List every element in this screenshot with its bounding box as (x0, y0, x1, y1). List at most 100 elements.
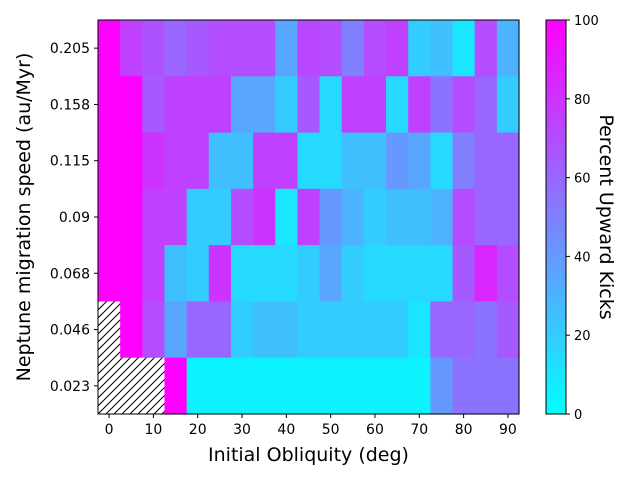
heatmap-cell (496, 245, 520, 303)
y-axis: 0.205 0.158 0.115 0.09 0.068 0.046 0.023 (50, 41, 98, 395)
heatmap-cell (408, 301, 431, 359)
heatmap-cell (297, 20, 321, 77)
heatmap-cell (208, 76, 232, 134)
heatmap-cell (186, 132, 210, 190)
heatmap-cell (341, 188, 365, 246)
heatmap-cell (164, 245, 188, 303)
heatmap-cell (275, 20, 299, 77)
heatmap-cell (142, 76, 166, 134)
x-tick-label: 40 (277, 422, 295, 438)
heatmap-cell (275, 357, 299, 415)
colorbar-tick-label: 100 (574, 14, 599, 29)
heatmap-cell (474, 132, 498, 190)
heatmap-cell (496, 132, 520, 190)
heatmap-cell (408, 132, 431, 190)
heatmap-cell (386, 20, 409, 77)
heatmap-cell (142, 245, 166, 303)
heatmap-cell (341, 245, 365, 303)
heatmap-cell (275, 188, 299, 246)
colorbar-tick-label: 20 (574, 329, 591, 344)
heatmap-cell-missing (120, 357, 143, 415)
heatmap-cell (430, 245, 454, 303)
heatmap-cell (142, 20, 166, 77)
heatmap-cell (230, 301, 254, 359)
heatmap-cell (120, 188, 143, 246)
heatmap-cell (341, 132, 365, 190)
heatmap-cell (496, 76, 520, 134)
x-tick-label: 30 (233, 422, 251, 438)
heatmap-cell (496, 301, 520, 359)
heatmap-cell (120, 132, 143, 190)
x-axis: 0 10 20 30 40 50 60 70 80 90 (105, 414, 517, 438)
heatmap-cell (408, 76, 431, 134)
heatmap-cell-missing (98, 357, 121, 415)
heatmap-cell (253, 245, 276, 303)
heatmap-cell (120, 76, 143, 134)
colorbar: 0 20 40 60 80 100 Percent Upward Kicks (545, 14, 617, 423)
heatmap-cell (319, 301, 343, 359)
heatmap-cell (363, 132, 387, 190)
heatmap-cell (164, 76, 188, 134)
heatmap-cell (297, 357, 321, 415)
colorbar-tick-label: 80 (574, 93, 591, 108)
heatmap-cell (319, 20, 343, 77)
heatmap-cell (275, 76, 299, 134)
heatmap-cell (208, 20, 232, 77)
heatmap-cell (386, 132, 409, 190)
heatmap-cell (297, 132, 321, 190)
heatmap-cell (496, 357, 520, 415)
heatmap-cell (408, 245, 431, 303)
heatmap-cell (430, 188, 454, 246)
heatmap-cell (319, 357, 343, 415)
heatmap-cell (142, 301, 166, 359)
x-tick-label: 50 (322, 422, 340, 438)
x-tick-label: 60 (366, 422, 384, 438)
heatmap-cell (363, 245, 387, 303)
heatmap-cell (386, 76, 409, 134)
heatmap-cell (474, 245, 498, 303)
heatmap-cell (164, 188, 188, 246)
heatmap-cell (430, 76, 454, 134)
colorbar-gradient (545, 19, 567, 415)
y-axis-label: Neptune migration speed (au/Myr) (13, 53, 35, 382)
heatmap-cell (452, 188, 476, 246)
heatmap-cell (319, 188, 343, 246)
heatmap-cell (253, 20, 276, 77)
heatmap-cell (275, 132, 299, 190)
colorbar-label: Percent Upward Kicks (595, 114, 617, 319)
y-tick-label: 0.023 (50, 379, 90, 395)
y-tick-label: 0.115 (50, 154, 90, 170)
heatmap-cell (408, 20, 431, 77)
heatmap-cell (275, 245, 299, 303)
heatmap-cell (98, 245, 121, 303)
heatmap-cell (341, 20, 365, 77)
heatmap-cell-missing (98, 301, 121, 359)
heatmap-cell (386, 188, 409, 246)
heatmap-cell (186, 357, 210, 415)
heatmap-cell (452, 132, 476, 190)
heatmap-cell (120, 20, 143, 77)
heatmap-cell (164, 20, 188, 77)
heatmap-cell (452, 20, 476, 77)
heatmap-cell (253, 76, 276, 134)
heatmap-cell (474, 357, 498, 415)
heatmap-cell (142, 188, 166, 246)
heatmap-cell (496, 20, 520, 77)
heatmap-cell (319, 76, 343, 134)
heatmap-cell (319, 245, 343, 303)
heatmap-cell (496, 188, 520, 246)
heatmap-cell (230, 132, 254, 190)
heatmap-cell (386, 357, 409, 415)
y-tick-label: 0.046 (50, 323, 90, 339)
heatmap-cell (208, 132, 232, 190)
heatmap-cell (430, 357, 454, 415)
heatmap-cell (186, 20, 210, 77)
heatmap-cell (474, 76, 498, 134)
x-tick-label: 20 (189, 422, 207, 438)
heatmap-cell (363, 357, 387, 415)
heatmap-cell (430, 20, 454, 77)
heatmap-cell (452, 301, 476, 359)
x-tick-label: 0 (105, 422, 114, 438)
heatmap-cell (142, 132, 166, 190)
heatmap-cell (98, 188, 121, 246)
